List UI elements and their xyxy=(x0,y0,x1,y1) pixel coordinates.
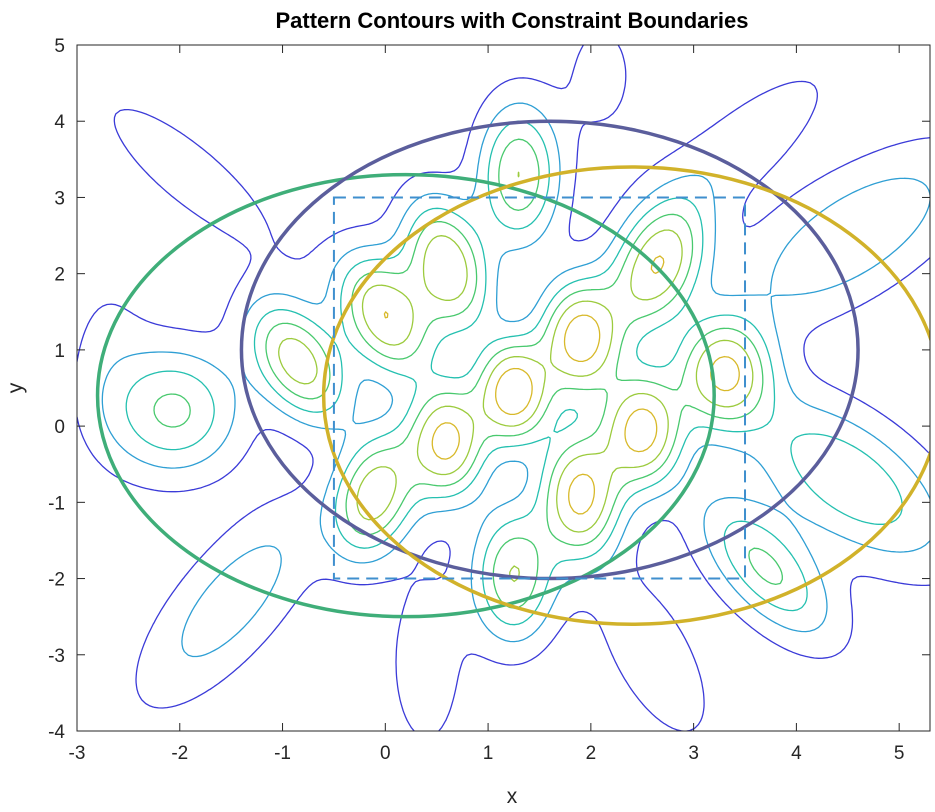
contour-level-5 xyxy=(383,255,740,515)
x-tick-label: -1 xyxy=(274,743,291,764)
contour-level-1 xyxy=(101,102,930,658)
contour-lines xyxy=(77,45,930,731)
y-tick-label: -1 xyxy=(48,493,65,514)
plot-frame xyxy=(76,44,931,732)
x-tick-label: 1 xyxy=(483,743,494,764)
y-tick-label: 3 xyxy=(54,188,65,209)
y-tick-label: 5 xyxy=(54,36,65,57)
x-tick-label: 0 xyxy=(380,743,391,764)
y-tick-label: 2 xyxy=(54,265,65,286)
x-tick-label: 2 xyxy=(586,743,597,764)
x-tick-label: -2 xyxy=(171,743,188,764)
x-tick-label: 5 xyxy=(894,743,905,764)
y-tick-label: 1 xyxy=(54,341,65,362)
x-axis-label: x xyxy=(507,785,518,808)
y-tick-label: -3 xyxy=(48,646,65,667)
y-tick-label: 4 xyxy=(54,112,65,133)
x-tick-label: 3 xyxy=(688,743,699,764)
contour-level-4 xyxy=(278,171,754,583)
y-tick-label: 0 xyxy=(54,417,65,438)
constraint-ellipse-0 xyxy=(95,172,716,619)
constraint-rectangle xyxy=(332,196,747,580)
y-axis-label: y xyxy=(4,382,27,393)
x-tick-label: 4 xyxy=(791,743,802,764)
y-tick-label: -2 xyxy=(48,570,65,591)
constraint-ellipse-2 xyxy=(321,165,930,626)
contour-level-0 xyxy=(77,45,930,731)
constraint-boundaries xyxy=(95,119,930,626)
y-tick-label: -4 xyxy=(48,722,65,743)
constraint-ellipse-1 xyxy=(239,119,860,581)
x-tick-label: -3 xyxy=(69,743,86,764)
chart-title: Pattern Contours with Constraint Boundar… xyxy=(275,8,748,33)
